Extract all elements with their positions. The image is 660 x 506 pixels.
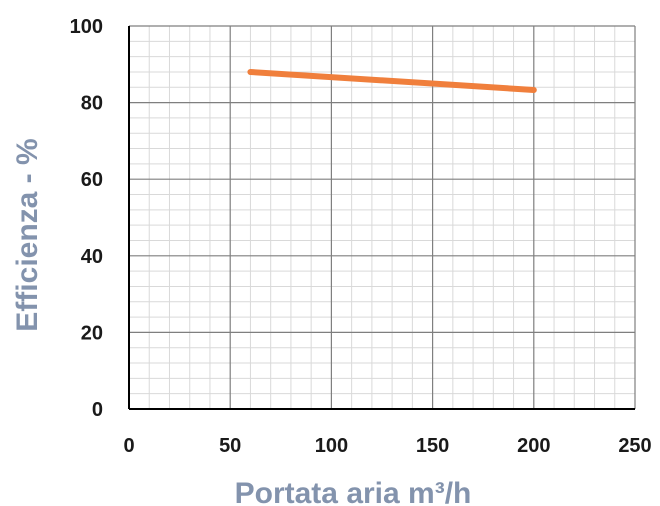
series-line xyxy=(247,69,537,93)
series-layer xyxy=(247,69,537,93)
x-tick-label: 50 xyxy=(219,435,241,457)
y-tick-label: 80 xyxy=(81,93,103,115)
major-grid xyxy=(129,25,636,409)
y-tick-label: 0 xyxy=(92,399,103,421)
y-tick-labels: 0 20 40 60 80 100 xyxy=(70,16,103,421)
x-tick-label: 200 xyxy=(517,435,550,457)
x-axis-title: Portata aria m³/h xyxy=(235,477,472,506)
axes xyxy=(128,26,635,410)
x-tick-label: 250 xyxy=(618,435,651,457)
y-tick-label: 20 xyxy=(81,322,103,344)
y-tick-label: 60 xyxy=(81,169,103,191)
x-tick-label: 100 xyxy=(315,435,348,457)
x-tick-label: 0 xyxy=(123,435,134,457)
y-tick-label: 40 xyxy=(81,246,103,268)
x-tick-labels: 0 50 100 150 200 250 xyxy=(123,435,651,457)
x-tick-label: 150 xyxy=(416,435,449,457)
y-tick-label: 100 xyxy=(70,16,103,38)
y-axis-title: Efficienza - % xyxy=(11,138,44,331)
minor-grid xyxy=(129,26,635,409)
